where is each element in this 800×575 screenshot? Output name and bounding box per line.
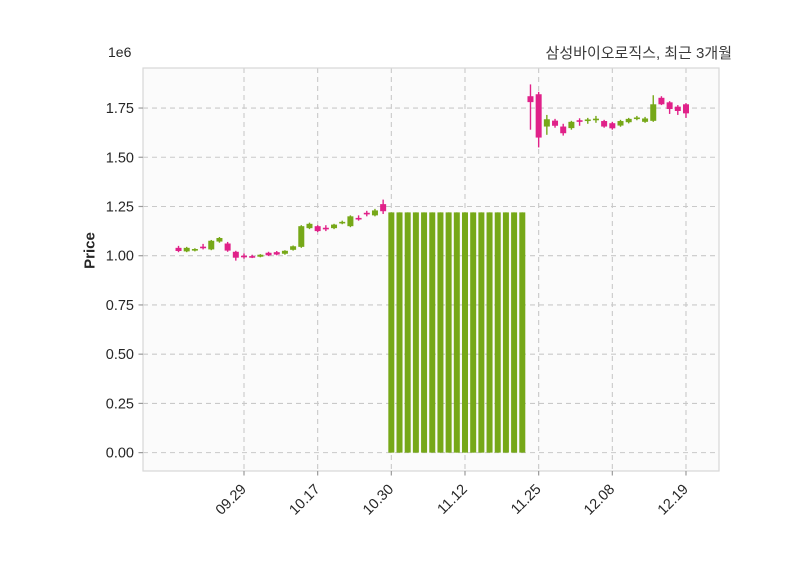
candle-body <box>674 106 681 111</box>
y-tick-label: 0.25 <box>106 396 134 412</box>
candle-body <box>224 243 231 251</box>
candle-body <box>298 226 305 247</box>
candle-body <box>552 120 559 126</box>
candle-body <box>650 104 657 121</box>
candle-body <box>339 221 346 224</box>
x-axis: 09.29 10.17 10.30 11.12 11.25 12.08 12.19 <box>213 471 692 518</box>
candle-body <box>265 252 272 256</box>
candle-body <box>281 250 288 254</box>
candle-body <box>666 102 673 110</box>
candle-body <box>306 223 313 229</box>
y-axis-offset-text: 1e6 <box>108 44 132 60</box>
x-tick-label: 12.08 <box>581 482 618 519</box>
plot-border <box>142 67 720 472</box>
x-tick-label: 11.25 <box>508 482 544 518</box>
candle-body <box>617 121 624 126</box>
x-tick-label: 10.17 <box>287 482 324 519</box>
candle-body <box>601 121 608 127</box>
y-tick-label: 0.00 <box>106 446 134 462</box>
candle-body <box>200 246 207 249</box>
candle-body <box>421 212 428 453</box>
candle-body <box>511 212 518 453</box>
x-tick-label: 11.12 <box>435 482 471 518</box>
candle-body <box>445 212 452 453</box>
x-tick-label: 12.19 <box>655 482 692 519</box>
candle-body <box>322 227 329 230</box>
candle-body <box>371 210 378 216</box>
candle-body <box>404 212 411 453</box>
candle-body <box>363 212 370 215</box>
candle-body <box>257 254 264 257</box>
candle-body <box>560 126 567 134</box>
candle-body <box>543 119 550 127</box>
y-tick-label: 1.00 <box>106 249 134 265</box>
candle-body <box>568 121 575 129</box>
candle-body <box>478 212 485 453</box>
y-tick-label: 1.25 <box>106 199 134 215</box>
candle-body <box>412 212 419 453</box>
candle-body <box>453 212 460 453</box>
candle-body <box>437 212 444 453</box>
y-tick-label: 0.50 <box>106 347 134 363</box>
y-tick-label: 1.50 <box>106 150 134 166</box>
candle-body <box>273 252 280 255</box>
candle-body <box>241 255 247 258</box>
candle-body <box>290 246 297 250</box>
candle-body <box>584 119 591 122</box>
candle-body <box>331 224 338 229</box>
candle-body <box>519 212 526 453</box>
x-tick-label: 10.30 <box>360 482 397 519</box>
candle-body <box>642 118 649 122</box>
candle-body <box>494 212 501 453</box>
candle-body <box>527 96 534 103</box>
candle-body <box>175 247 182 251</box>
x-tick-label: 09.29 <box>213 482 250 519</box>
candle-body <box>625 118 632 123</box>
candle-body <box>347 216 354 227</box>
candle-body <box>191 249 198 251</box>
candle-body <box>633 117 640 120</box>
candle-body <box>470 212 477 453</box>
candle-body <box>429 212 436 453</box>
candle-body <box>609 123 616 129</box>
candle-body <box>183 247 190 252</box>
chart-title: 삼성바이오로직스, 최근 3개월 <box>545 45 732 62</box>
gridlines <box>143 68 719 471</box>
candle-body <box>535 94 542 138</box>
candle-body <box>658 97 665 105</box>
candle-body <box>682 104 689 114</box>
candle-body <box>461 212 468 453</box>
candle-body <box>216 237 223 242</box>
y-tick-label: 0.75 <box>106 298 134 314</box>
candle-body <box>396 212 403 453</box>
candle-body <box>486 212 493 453</box>
candle-body <box>380 204 387 212</box>
candle-body <box>208 240 215 250</box>
candle-body <box>355 217 362 220</box>
candle-body <box>249 256 256 258</box>
candle-body <box>576 120 583 122</box>
candles <box>175 84 689 453</box>
candle-body <box>388 212 395 453</box>
y-tick-label: 1.75 <box>106 101 134 117</box>
candle-body <box>314 226 321 232</box>
candle-body <box>232 251 239 258</box>
candle-body <box>502 212 509 453</box>
candle-body <box>592 118 599 121</box>
y-axis: 0.00 0.25 0.50 0.75 1.00 1.25 1.50 1.75 <box>106 101 143 462</box>
